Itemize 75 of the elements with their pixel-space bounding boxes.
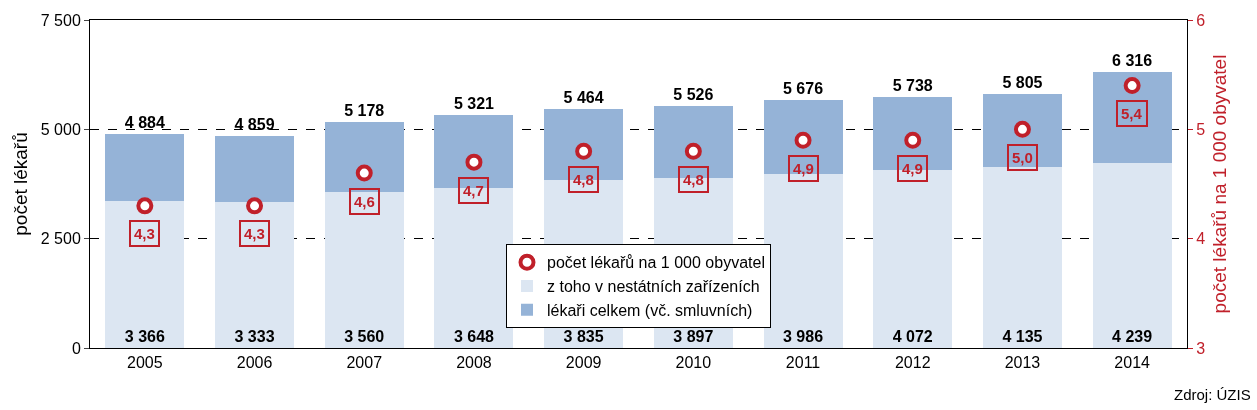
- data-label: 4,9: [793, 160, 814, 177]
- x-tick-label: 2010: [675, 354, 712, 372]
- y2-tick-label: 3: [1196, 339, 1206, 357]
- text: Zdroj: ÚZIS: [1174, 386, 1251, 403]
- data-label: 5,4: [1121, 105, 1143, 122]
- legend-label: lékaři celkem (vč. smluvních): [547, 302, 753, 320]
- data-label: 4,9: [902, 160, 923, 177]
- y2-axis-title: počet lékařů na 1 000 obyvatel: [1209, 54, 1230, 314]
- x-tick-label: 2008: [456, 354, 492, 372]
- data-label: 5,0: [1012, 149, 1033, 166]
- bar: [324, 192, 404, 348]
- total-label: 5 738: [892, 77, 933, 95]
- bar: [105, 200, 185, 348]
- total-label: 5 321: [453, 95, 495, 113]
- data-label: 4 072: [892, 328, 933, 345]
- point: [465, 153, 483, 171]
- data-label: 4,3: [244, 225, 265, 242]
- point: [575, 142, 593, 160]
- data-label: 3 835: [563, 328, 604, 345]
- data-label: 4,8: [573, 171, 594, 188]
- data-label: 3 560: [344, 328, 385, 345]
- total-label: 5 676: [782, 79, 824, 97]
- data-label: 4,7: [463, 182, 484, 199]
- bar: [215, 135, 295, 203]
- y-axis-title: počet lékařů: [9, 132, 31, 236]
- y-tick-label: 2 500: [40, 230, 81, 248]
- data-label: 3 897: [673, 328, 714, 345]
- total-label: 5 805: [1002, 74, 1043, 92]
- bar: [434, 188, 514, 348]
- bar: [1092, 71, 1172, 163]
- bar: [1092, 162, 1172, 348]
- data-label: 3 648: [453, 328, 495, 345]
- y-tick-label: 5 000: [40, 120, 81, 138]
- y-tick-label: 7 500: [40, 11, 81, 29]
- data-label: 4,3: [134, 225, 155, 242]
- data-label: 3 333: [234, 328, 275, 345]
- total-label: 5 526: [673, 86, 714, 104]
- x-tick-label: 2012: [894, 354, 931, 372]
- point: [684, 142, 702, 160]
- x-tick-label: 2011: [785, 354, 821, 372]
- point: [1123, 77, 1141, 95]
- legend-label: počet lékařů na 1 000 obyvatel: [547, 254, 765, 272]
- bar: [324, 121, 404, 193]
- x-tick-label: 2013: [1004, 354, 1041, 372]
- data-label: 4,8: [683, 171, 704, 188]
- x-tick-label: 2009: [565, 354, 602, 372]
- x-tick-label: 2014: [1114, 354, 1151, 372]
- point: [794, 131, 812, 149]
- point: [246, 197, 264, 215]
- total-label: 4 859: [234, 115, 275, 133]
- y-tick-label: 0: [71, 339, 81, 357]
- point: [1013, 120, 1031, 138]
- bar: [982, 167, 1062, 348]
- point: [904, 131, 922, 149]
- x-tick-label: 2007: [346, 354, 383, 372]
- y2-tick-label: 4: [1196, 230, 1206, 248]
- data-label: 4 239: [1112, 328, 1153, 345]
- data-label: 4,6: [354, 193, 375, 210]
- total-label: 5 464: [563, 89, 604, 107]
- y2-tick-label: 6: [1196, 11, 1206, 29]
- legend-label: z toho v nestátních zařízeních: [547, 278, 760, 296]
- x-tick-label: 2005: [127, 354, 163, 372]
- point: [136, 197, 154, 215]
- x-tick-label: 2006: [236, 354, 273, 372]
- data-label: 3 366: [124, 328, 165, 345]
- y2-tick-label: 5: [1196, 120, 1206, 138]
- total-label: 4 884: [124, 114, 165, 132]
- data-label: 4 135: [1002, 328, 1043, 345]
- total-label: 5 178: [344, 101, 385, 119]
- point: [355, 164, 373, 182]
- total-label: 6 316: [1112, 51, 1153, 69]
- bar: [215, 202, 295, 348]
- bar: [982, 94, 1062, 168]
- data-label: 3 986: [782, 328, 824, 345]
- bar: [105, 134, 185, 201]
